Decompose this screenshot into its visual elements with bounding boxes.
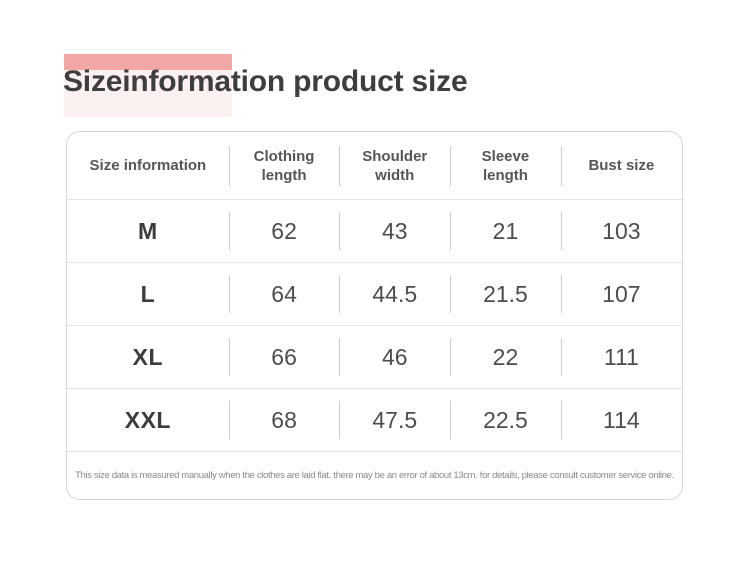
column-header-shoulder-width: Shoulder width — [339, 132, 450, 199]
cell-value: 21 — [492, 217, 519, 244]
clothing-length-value: 66 — [228, 326, 340, 388]
column-divider — [450, 145, 452, 186]
cell-value: 44.5 — [372, 280, 418, 307]
title-highlight-glow — [64, 70, 232, 117]
sleeve-length-value: 21.5 — [450, 263, 561, 325]
cell-value: 68 — [271, 406, 297, 433]
size-label: L — [140, 280, 156, 307]
column-divider — [560, 212, 562, 250]
table-header-row: Size information Clothing length Shoulde… — [67, 132, 682, 200]
clothing-length-value: 62 — [228, 200, 340, 262]
column-divider — [450, 401, 452, 439]
column-divider — [450, 338, 452, 376]
column-header-sleeve-length: Sleeve length — [450, 132, 561, 199]
clothing-length-value: 64 — [228, 263, 340, 325]
column-divider — [450, 275, 452, 313]
clothing-length-value: 68 — [228, 389, 340, 451]
size-label: M — [138, 217, 158, 244]
column-divider — [228, 145, 230, 186]
cell-value: 114 — [603, 406, 640, 433]
shoulder-width-value: 47.5 — [339, 389, 450, 451]
cell-value: 66 — [271, 343, 297, 370]
measurement-note: This size data is measured manually when… — [75, 470, 674, 481]
cell-value: 43 — [381, 217, 408, 244]
cell-value: 46 — [381, 343, 408, 370]
column-header-bust-size: Bust size — [560, 132, 682, 199]
column-divider — [228, 338, 230, 376]
table-row-xxl: XXL 68 47.5 22.5 114 — [67, 389, 682, 452]
size-table-card: Size information Clothing length Shoulde… — [66, 131, 683, 500]
cell-value: 47.5 — [372, 406, 418, 433]
sleeve-length-value: 22.5 — [450, 389, 561, 451]
cell-value: 22 — [492, 343, 519, 370]
column-divider — [339, 338, 341, 376]
column-divider — [339, 275, 341, 313]
column-divider — [339, 212, 341, 250]
shoulder-width-value: 46 — [339, 326, 450, 388]
page-title: Sizeinformation product size — [63, 65, 468, 98]
column-header-label: Bust size — [588, 157, 655, 174]
column-divider — [228, 275, 230, 313]
cell-value: 21.5 — [483, 280, 528, 307]
bust-size-value: 103 — [560, 200, 682, 262]
table-row-l: L 64 44.5 21.5 107 — [67, 263, 682, 326]
cell-value: 107 — [602, 280, 641, 307]
shoulder-width-value: 43 — [339, 200, 450, 262]
column-divider — [339, 401, 341, 439]
sleeve-length-value: 22 — [450, 326, 561, 388]
column-divider — [339, 145, 341, 186]
size-label: XXL — [124, 406, 171, 433]
column-divider — [560, 275, 562, 313]
table-row-m: M 62 43 21 103 — [67, 200, 682, 263]
title-highlight-bar — [64, 54, 232, 70]
shoulder-width-value: 44.5 — [339, 263, 450, 325]
column-header-label: Clothing length — [253, 147, 315, 184]
column-divider — [228, 401, 230, 439]
cell-value: 111 — [603, 343, 639, 370]
column-divider — [560, 338, 562, 376]
bust-size-value: 111 — [560, 326, 682, 388]
column-divider — [560, 401, 562, 439]
column-header-label: Shoulder width — [362, 147, 428, 184]
sleeve-length-value: 21 — [450, 200, 561, 262]
size-label: XL — [132, 343, 164, 370]
cell-value: 22.5 — [483, 406, 528, 433]
column-divider — [228, 212, 230, 250]
bust-size-value: 107 — [560, 263, 682, 325]
bust-size-value: 114 — [560, 389, 682, 451]
cell-value: 62 — [271, 217, 297, 244]
column-header-size-information: Size information — [89, 157, 207, 174]
column-header-clothing-length: Clothing length — [228, 132, 340, 199]
column-divider — [450, 212, 452, 250]
column-header-label: Sleeve length — [481, 147, 530, 184]
column-divider — [560, 145, 562, 186]
cell-value: 103 — [602, 217, 641, 244]
table-row-xl: XL 66 46 22 111 — [67, 326, 682, 389]
cell-value: 64 — [271, 280, 297, 307]
